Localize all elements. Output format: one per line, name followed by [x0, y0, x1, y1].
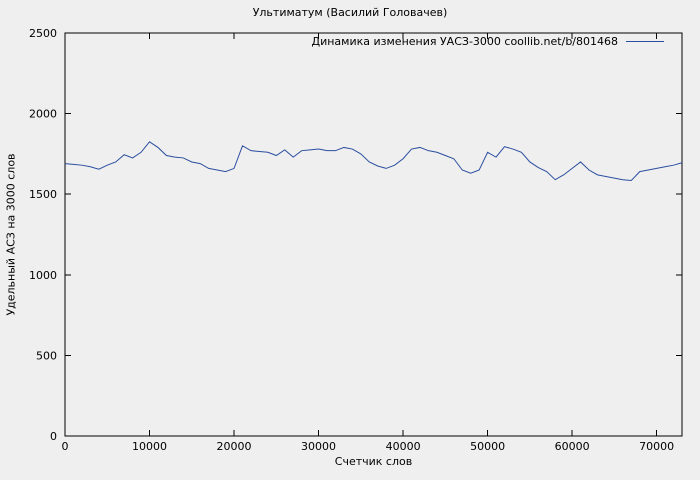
series-line	[64, 141, 683, 182]
y-tick-label: 1500	[29, 188, 57, 201]
x-tick-label: 0	[62, 440, 69, 453]
legend-label: Динамика изменения УАСЗ-3000 coollib.net…	[311, 35, 619, 48]
x-tick-label: 50000	[470, 440, 505, 453]
y-axis-label: Удельный АСЗ на 3000 слов	[4, 153, 18, 316]
y-tick-label: 500	[36, 349, 57, 362]
y-tick-label: 1000	[29, 269, 57, 282]
x-tick-label: 40000	[386, 440, 421, 453]
x-axis-label: Счетчик слов	[334, 455, 413, 468]
x-tick-label: 10000	[132, 440, 167, 453]
y-tick-label: 2000	[29, 108, 57, 121]
x-tick-label: 60000	[555, 440, 590, 453]
chart-title: Ультиматум (Василий Головачев)	[252, 6, 448, 19]
x-tick-label: 30000	[301, 440, 336, 453]
y-tick-label: 0	[50, 430, 57, 443]
y-tick-label: 2500	[29, 27, 57, 40]
legend: Динамика изменения УАСЗ-3000 coollib.net…	[311, 35, 664, 48]
plot-border	[64, 32, 683, 437]
x-tick-label: 70000	[639, 440, 674, 453]
x-tick-label: 20000	[217, 440, 252, 453]
legend-line-sample	[626, 41, 664, 42]
